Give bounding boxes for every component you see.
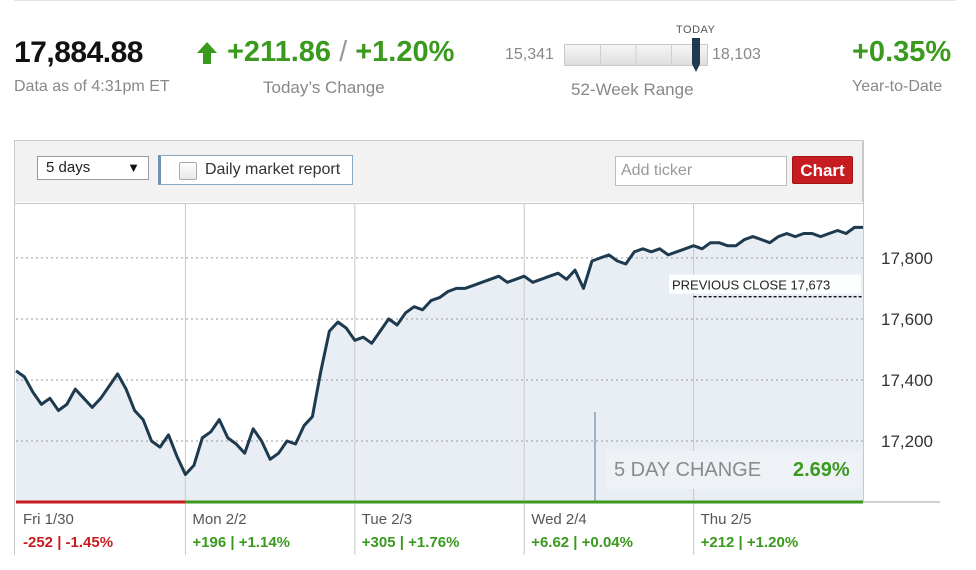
day-label: Mon 2/2 [192, 511, 246, 528]
add-ticker-input[interactable]: Add ticker [615, 156, 787, 186]
daily-report-toggle[interactable]: Daily market report [158, 155, 353, 185]
todays-change: +211.86 / +1.20% [227, 36, 454, 69]
range-today-marker [692, 38, 701, 72]
day-label: Fri 1/30 [23, 511, 74, 528]
todays-change-label: Today’s Change [263, 78, 385, 97]
price-line [15, 225, 863, 476]
caret-down-icon: ▼ [127, 160, 140, 175]
chart-button[interactable]: Chart [792, 156, 853, 184]
range-high: 18,103 [712, 46, 761, 63]
report-checkbox[interactable] [179, 162, 197, 180]
data-timestamp: Data as of 4:31pm ET [14, 78, 170, 95]
five-day-change-value: 2.69% [793, 459, 850, 481]
range-bar-ticks [600, 45, 672, 65]
day-label: Tue 2/3 [362, 511, 412, 528]
y-tick-label: 17,600 [881, 310, 933, 329]
period-select[interactable]: 5 days ▼ [37, 156, 149, 180]
change-percent: +1.20% [355, 36, 455, 68]
period-select-value: 5 days [46, 159, 91, 176]
day-change-label: +305 | +1.76% [362, 534, 460, 551]
previous-close-label-bg [669, 274, 861, 294]
y-tick-label: 17,200 [881, 432, 933, 451]
range-label: 52-Week Range [571, 80, 694, 99]
day-label: Thu 2/5 [701, 511, 752, 528]
index-price: 17,884.88 [14, 36, 143, 69]
ytd-value: +0.35% [852, 36, 952, 68]
five-day-change-box [606, 451, 861, 489]
report-checkbox-label: Daily market report [205, 161, 341, 178]
change-separator: / [339, 36, 348, 68]
price-area [16, 227, 863, 502]
day-change-label: -252 | -1.45% [23, 534, 113, 551]
range-low: 15,341 [505, 46, 554, 63]
day-label: Wed 2/4 [531, 511, 587, 528]
y-tick-label: 17,400 [881, 371, 933, 390]
range-bar [564, 44, 708, 66]
day-change-label: +6.62 | +0.04% [531, 534, 633, 551]
up-arrow-icon [197, 42, 217, 64]
five-day-change-label: 5 DAY CHANGE [614, 459, 761, 481]
ytd-label: Year-to-Date [852, 78, 943, 95]
day-change-label: +196 | +1.14% [192, 534, 290, 551]
top-divider [14, 0, 956, 1]
day-change-label: +212 | +1.20% [701, 534, 799, 551]
change-points: +211.86 [227, 36, 332, 68]
previous-close-label: PREVIOUS CLOSE 17,673 [672, 278, 830, 293]
range-today-label: TODAY [676, 24, 716, 36]
y-tick-label: 17,800 [881, 249, 933, 268]
